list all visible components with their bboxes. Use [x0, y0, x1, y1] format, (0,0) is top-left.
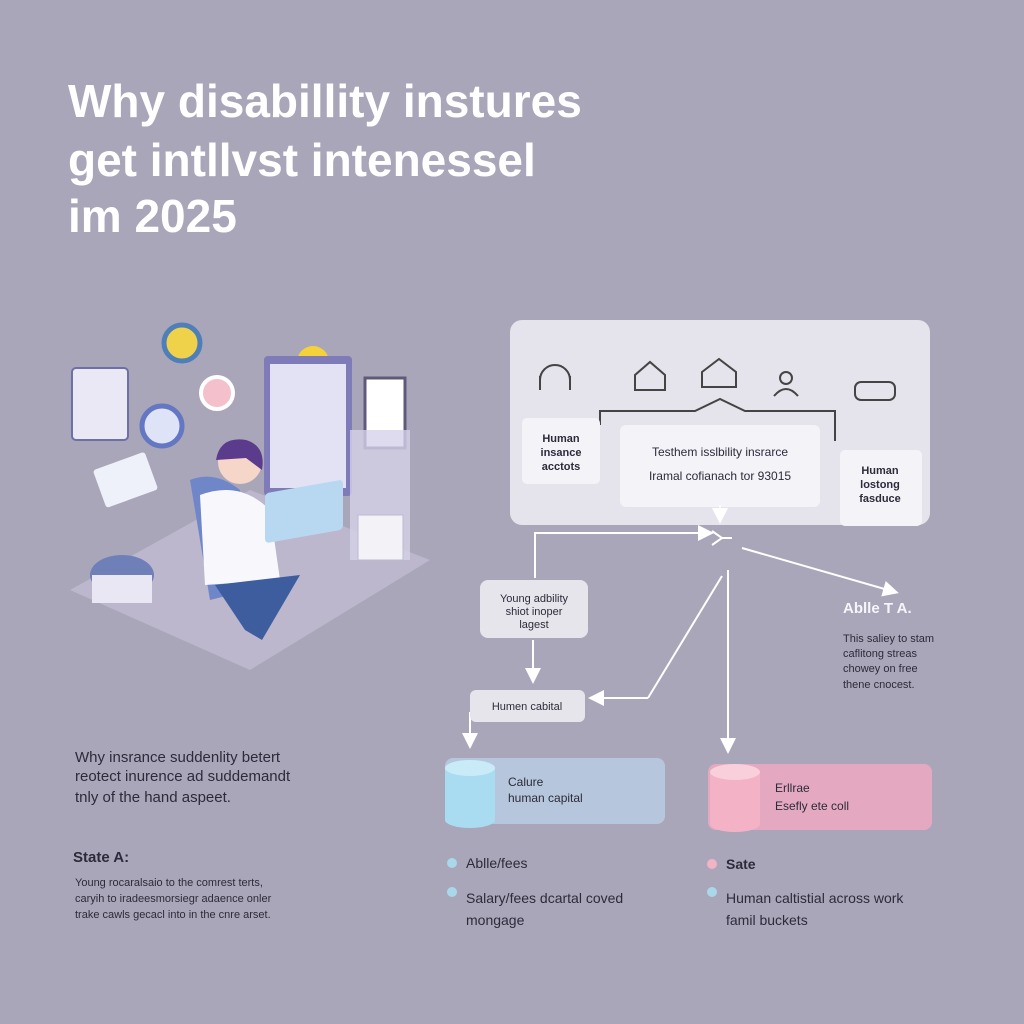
shape — [93, 452, 158, 508]
panel-box — [522, 418, 600, 484]
state-line: trake cawls gecacl into in the cnre arse… — [75, 909, 271, 921]
state-line: caryih to iradeesmorsiegr adaence onler — [75, 893, 272, 905]
cylinder-text: Esefly ete coll — [775, 799, 849, 813]
flow-text: Young adbility — [500, 593, 569, 605]
intro-line: Why insrance suddenlity betert — [75, 749, 281, 766]
note-title: Ablle T A. — [843, 600, 912, 617]
cylinder-card — [445, 758, 665, 824]
shape — [773, 388, 799, 397]
box-text: insance — [541, 447, 582, 459]
shape — [741, 547, 899, 597]
shape — [701, 357, 737, 388]
cylinder-card — [708, 764, 932, 830]
flow-box — [470, 690, 585, 722]
shape — [92, 575, 152, 603]
shape — [71, 367, 129, 441]
box-text: acctots — [542, 461, 581, 473]
shape — [779, 371, 793, 385]
panel-box — [620, 425, 820, 507]
state-line: Young rocaralsaio to the comrest terts, — [75, 877, 263, 889]
legend-text: mongage — [466, 912, 525, 928]
legend-text: famil buckets — [726, 912, 808, 928]
cylinder-text: Calure — [508, 775, 544, 789]
shape — [599, 397, 836, 441]
intro-line: tnly of the hand aspeet. — [75, 789, 231, 806]
intro-line: reotect inurence ad suddemandt — [75, 768, 291, 785]
box-text: Human — [542, 433, 580, 445]
legend-dot — [447, 858, 457, 868]
shape — [711, 530, 732, 546]
shape — [265, 480, 343, 543]
shape — [445, 760, 495, 776]
legend-text: Ablle/fees — [466, 855, 527, 871]
cylinder-text: Erllrae — [775, 781, 810, 795]
note-line: thene cnocest. — [843, 679, 915, 691]
note-line: caflitong streas — [843, 648, 917, 660]
shape — [854, 381, 896, 401]
flow-box — [480, 580, 588, 638]
box-text: Iramal cofianach tor 93015 — [649, 469, 791, 483]
arrows — [462, 505, 899, 754]
panel-box — [840, 450, 922, 526]
shape — [161, 322, 203, 364]
legend-dot — [707, 859, 717, 869]
note-line: chowey on free — [843, 663, 918, 675]
box-text: Testhem isslbility insrarce — [652, 445, 788, 459]
shape — [634, 360, 666, 391]
shape — [445, 812, 495, 828]
shape — [710, 772, 760, 824]
shape — [539, 364, 571, 390]
shape — [647, 575, 723, 699]
note-line: This saliey to stam — [843, 633, 934, 645]
box-text: fasduce — [859, 493, 901, 505]
cylinder-text: human capital — [508, 791, 583, 805]
legend-text: Human caltistial across work — [726, 890, 904, 906]
illustration — [70, 322, 430, 670]
shape — [710, 816, 760, 832]
flow-text: shiot inoper — [506, 606, 563, 618]
shape — [215, 575, 300, 640]
panel — [510, 320, 930, 525]
shape — [445, 768, 495, 820]
shape — [270, 364, 346, 488]
shape — [534, 525, 714, 578]
shape — [216, 439, 263, 470]
box-text: Human — [861, 465, 899, 477]
legend-dot — [447, 887, 457, 897]
state-title: State A: — [73, 849, 129, 866]
shape — [139, 403, 185, 449]
legend-dot — [707, 887, 717, 897]
flow-text: Humen cabital — [492, 701, 562, 713]
legend-text: Salary/fees dcartal coved — [466, 890, 623, 906]
shape — [710, 764, 760, 780]
shape — [200, 490, 280, 585]
flow-text: lagest — [519, 619, 548, 631]
title-line: Why disabillity instures — [68, 75, 582, 127]
icons — [539, 357, 896, 441]
shape — [199, 375, 235, 411]
shape — [357, 514, 404, 561]
title-line: get intllvst intenessel — [68, 134, 536, 186]
title-line: im 2025 — [68, 190, 237, 242]
box-text: lostong — [860, 479, 900, 491]
legend-text: Sate — [726, 856, 756, 872]
